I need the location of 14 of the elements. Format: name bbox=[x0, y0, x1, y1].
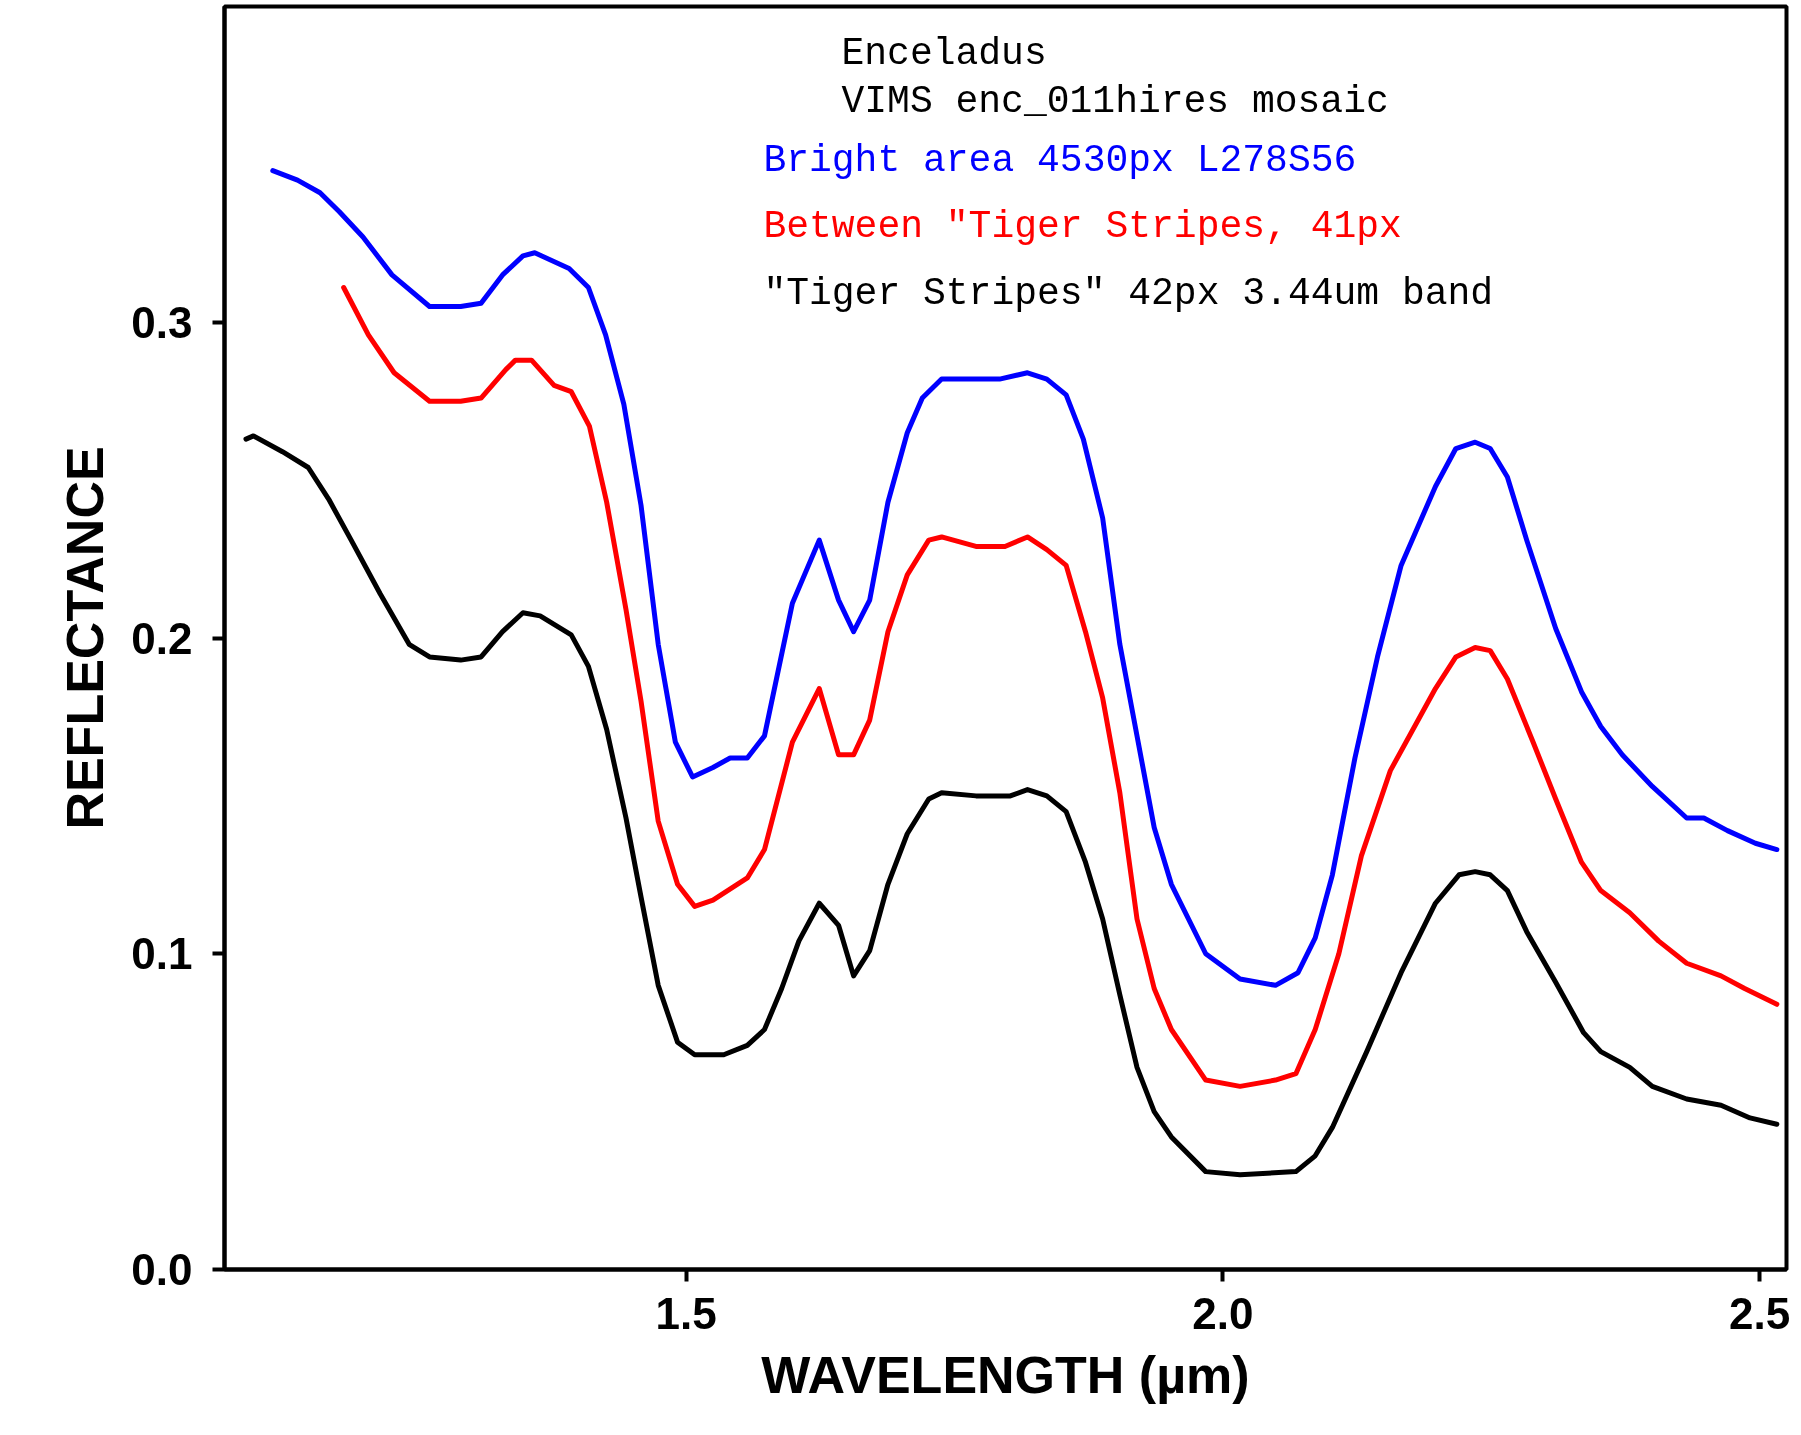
text: "Tiger Stripes" 42px 3.44um band bbox=[763, 271, 1494, 315]
y-tick-label: 0.3 bbox=[131, 297, 193, 347]
x-axis-title: WAVELENGTH (µm) bbox=[761, 1345, 1250, 1404]
text: Bright area 4530px L278S56 bbox=[763, 139, 1357, 183]
x-tick-label: 2.0 bbox=[1192, 1288, 1254, 1338]
y-axis-title: REFLECTANCE bbox=[56, 446, 115, 830]
annotation: VIMS enc_011hires mosaic bbox=[841, 80, 1389, 124]
text: Between "Tiger Stripes, 41px bbox=[763, 205, 1402, 249]
y-tick-label: 0.1 bbox=[131, 929, 193, 979]
y-tick-label: 0.2 bbox=[131, 613, 193, 663]
x-tick-label: 2.5 bbox=[1729, 1288, 1791, 1338]
annotation: Enceladus bbox=[841, 31, 1047, 75]
x-tick-label: 1.5 bbox=[655, 1288, 717, 1338]
y-tick-label: 0.0 bbox=[131, 1245, 193, 1294]
